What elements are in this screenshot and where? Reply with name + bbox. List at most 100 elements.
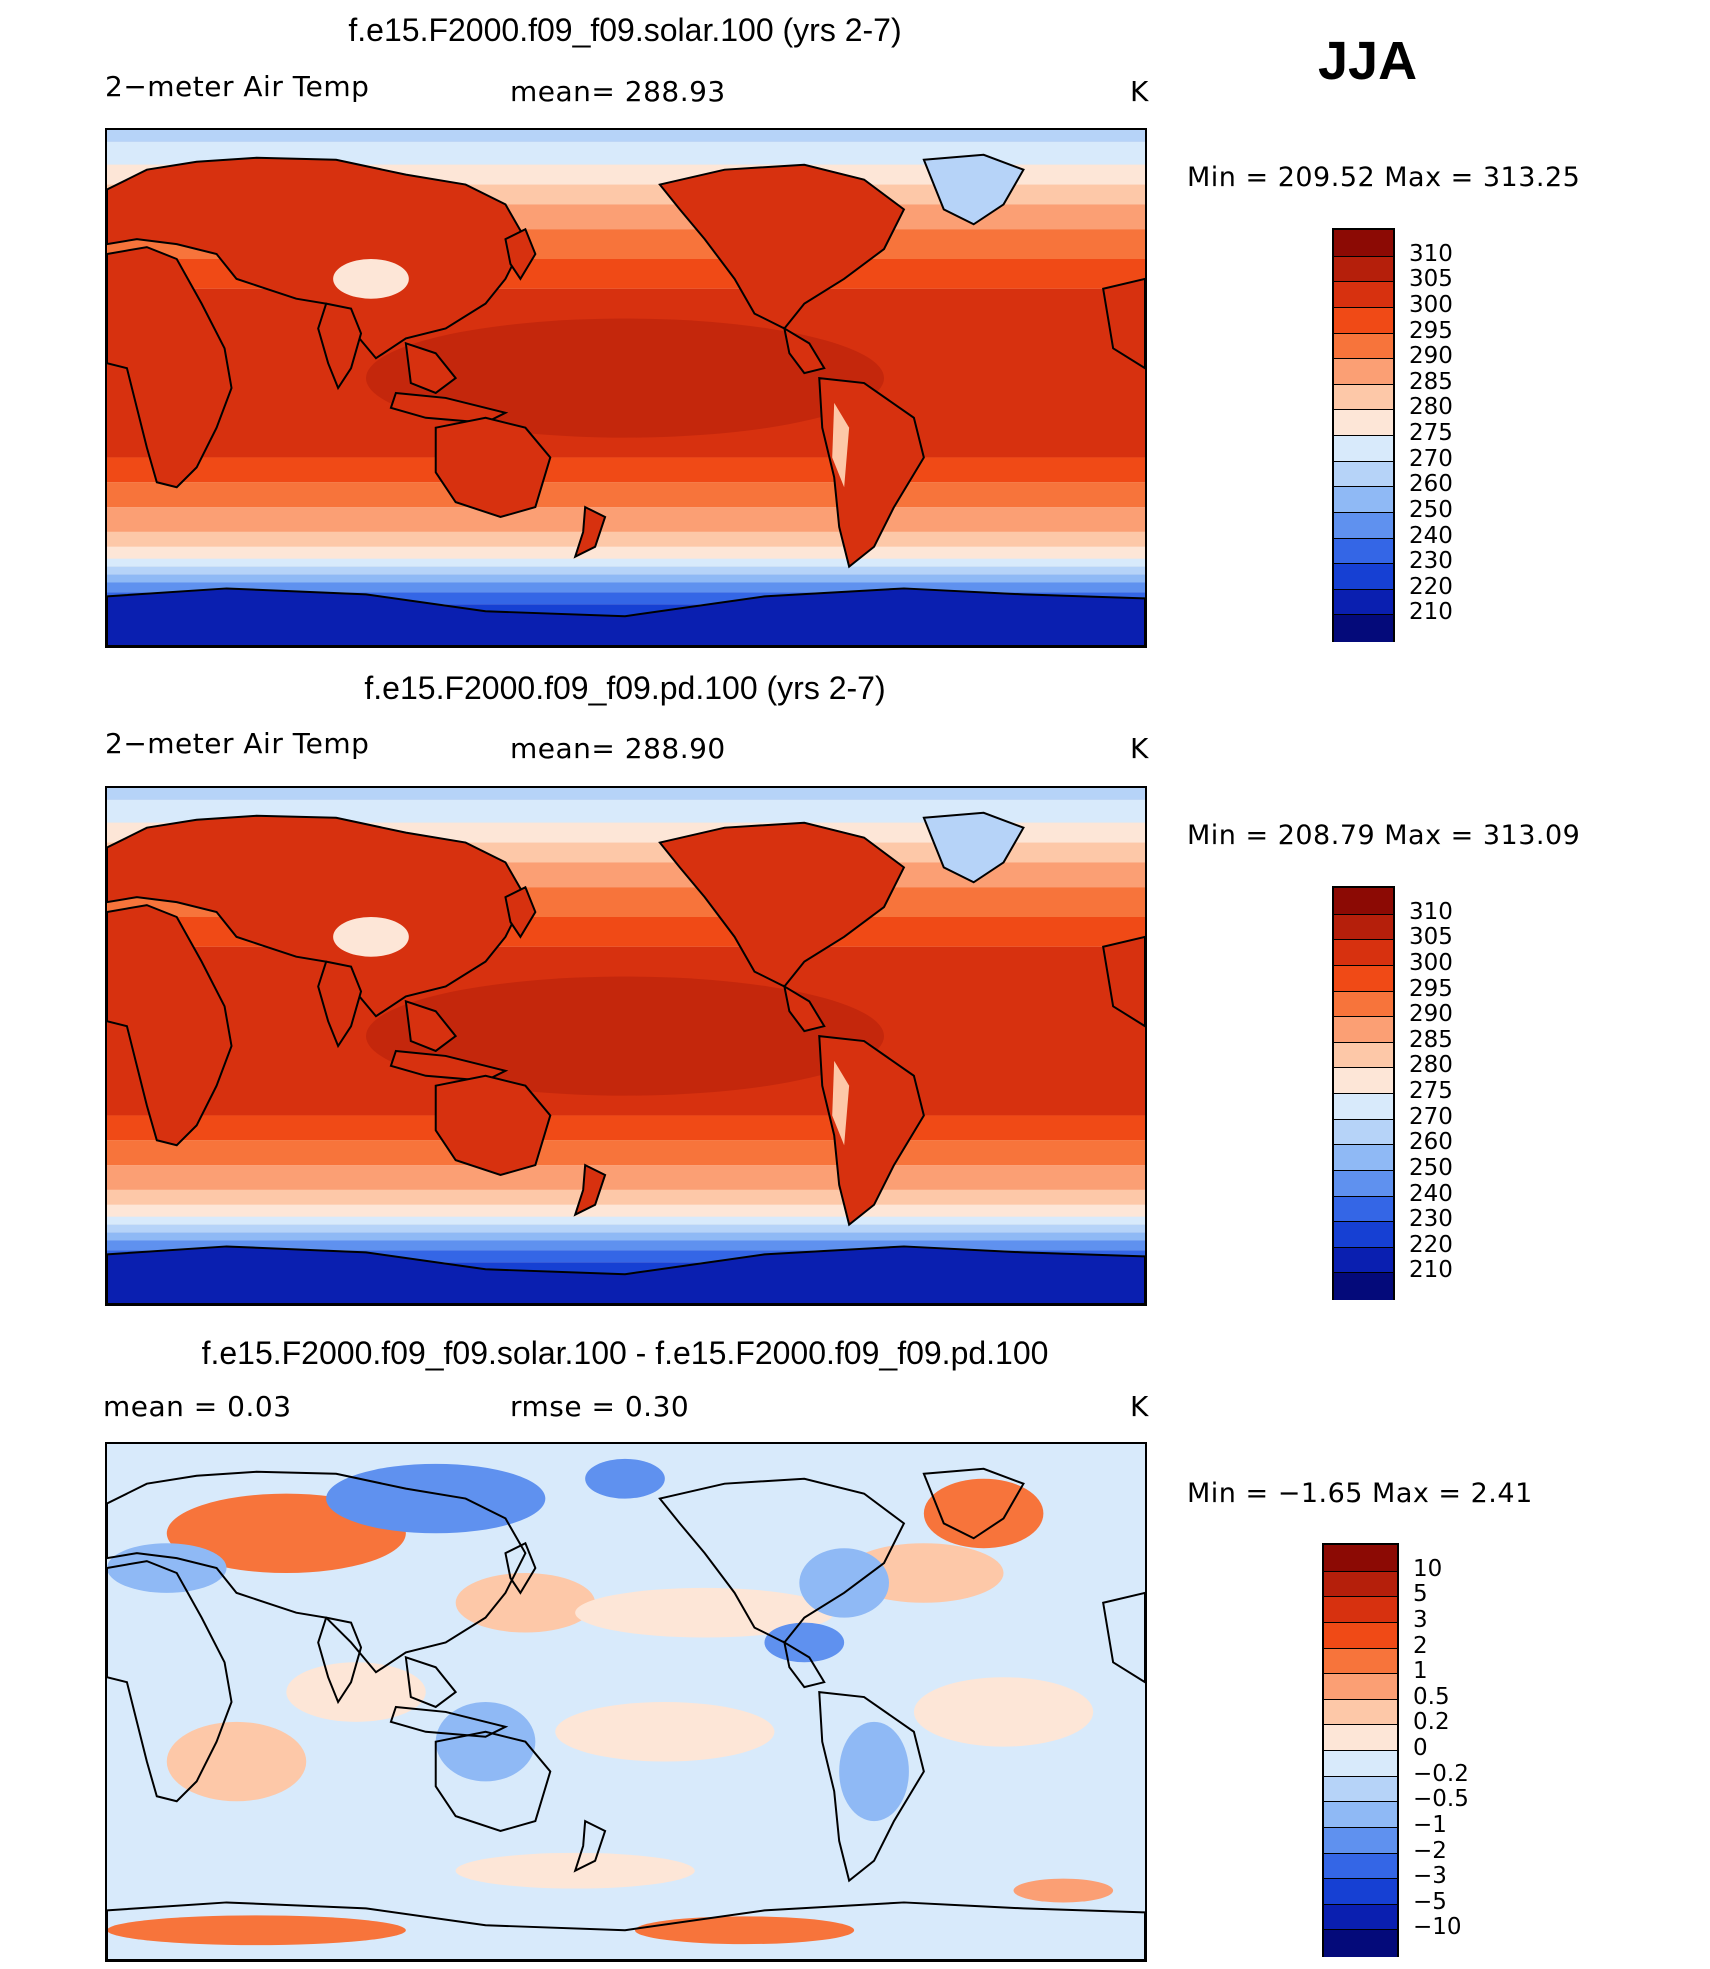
- colorbar-swatch: [1334, 1093, 1393, 1121]
- continent-se-asia: [404, 341, 458, 395]
- colorbar-swatch: [1324, 1647, 1397, 1675]
- continent-antarctica: [107, 587, 1145, 646]
- temperature-band: [107, 1165, 1145, 1190]
- map-svg: [107, 130, 1145, 646]
- colorbar-swatch: [1334, 358, 1393, 386]
- anomaly-region: [107, 1915, 406, 1946]
- colorbar-swatch: [1334, 486, 1393, 514]
- continent-antarctica: [107, 1245, 1145, 1304]
- temperature-band: [107, 788, 1145, 800]
- continent-indonesia: [389, 1705, 509, 1738]
- colorbar-tick-label: −1: [1413, 1811, 1447, 1838]
- colorbar-tick-label: 260: [1409, 1129, 1453, 1156]
- temperature-band: [107, 531, 1145, 547]
- colorbar-tick-label: 260: [1409, 471, 1453, 498]
- mean-label: mean= 288.93: [510, 75, 726, 108]
- colorbar-tick-label: 230: [1409, 1206, 1453, 1233]
- continent-europe-asia: [107, 156, 527, 360]
- colorbar-swatch: [1324, 1724, 1397, 1752]
- continent-japan: [504, 227, 537, 281]
- colorbar-tick-label: 220: [1409, 573, 1453, 600]
- colorbar-swatch: [1324, 1596, 1397, 1624]
- anomaly-region: [913, 1677, 1094, 1747]
- anomaly-region: [286, 1662, 426, 1722]
- anomaly-region: [555, 1702, 775, 1762]
- continent-africa-east: [1102, 935, 1145, 1028]
- colorbar-tick-label: 295: [1409, 975, 1453, 1002]
- colorbar-tick-label: 280: [1409, 394, 1453, 421]
- colorbar-swatch: [1324, 1621, 1397, 1649]
- colorbar-tick-label: 290: [1409, 343, 1453, 370]
- colorbar-tick-label: 5: [1413, 1581, 1428, 1608]
- colorbar-swatch: [1324, 1698, 1397, 1726]
- colorbar-swatch: [1334, 614, 1393, 642]
- colorbar-swatch: [1334, 332, 1393, 360]
- colorbar: [1332, 228, 1395, 642]
- colorbar-swatch: [1334, 1144, 1393, 1172]
- colorbar-tick-label: 0: [1413, 1735, 1428, 1761]
- colorbar-tick-label: −0.2: [1413, 1760, 1469, 1787]
- colorbar-swatch: [1324, 1878, 1397, 1906]
- colorbar-tick-label: −2: [1413, 1837, 1447, 1864]
- colorbar-tick-label: 250: [1409, 496, 1453, 523]
- colorbar-swatch: [1334, 1195, 1393, 1223]
- colorbar: [1322, 1543, 1399, 1957]
- colorbar-swatch: [1334, 1067, 1393, 1095]
- anomaly-region: [585, 1458, 665, 1499]
- min-max-label: Min = 208.79 Max = 313.09: [1187, 820, 1581, 851]
- continents: [107, 1467, 1145, 1960]
- colorbar-swatch: [1334, 1041, 1393, 1069]
- temperature-band: [107, 130, 1145, 142]
- anomaly-region: [839, 1721, 909, 1822]
- temperature-band: [107, 1216, 1145, 1225]
- colorbar-swatch: [1334, 306, 1393, 334]
- continent-new-zealand: [573, 1163, 607, 1217]
- continent-australia: [434, 1074, 552, 1177]
- temperature-map: [105, 128, 1147, 648]
- continent-greenland: [922, 153, 1025, 226]
- colorbar-swatch: [1324, 1903, 1397, 1931]
- colorbar-tick-label: 275: [1409, 1078, 1453, 1104]
- colorbar-tick-label: 285: [1409, 1026, 1453, 1053]
- continent-new-zealand: [573, 505, 607, 559]
- continent-greenland: [922, 811, 1025, 884]
- colorbar: [1332, 886, 1395, 1300]
- temperature-band: [107, 482, 1145, 508]
- continent-north-america: [658, 163, 906, 330]
- colorbar-swatch: [1334, 1016, 1393, 1044]
- colorbar-swatch: [1334, 939, 1393, 967]
- colorbar-swatch: [1334, 1118, 1393, 1146]
- colorbar-tick-label: −10: [1413, 1914, 1462, 1941]
- continent-australia: [434, 1730, 552, 1833]
- temperature-band: [107, 546, 1145, 559]
- continent-india: [317, 1616, 363, 1705]
- colorbar-swatch: [1334, 435, 1393, 463]
- colorbar-tick-label: −3: [1413, 1863, 1447, 1890]
- colorbar-swatch: [1324, 1570, 1397, 1598]
- colorbar-swatch: [1334, 1272, 1393, 1300]
- temperature-band: [107, 582, 1145, 593]
- colorbar-tick-label: 2: [1413, 1632, 1428, 1659]
- temperature-band: [107, 1240, 1145, 1251]
- colorbar-swatch: [1334, 255, 1393, 283]
- continent-se-asia: [404, 999, 458, 1053]
- tibet-plateau: [333, 259, 409, 299]
- temperature-band: [107, 1232, 1145, 1241]
- colorbar-swatch: [1334, 230, 1393, 257]
- colorbar-tick-label: 10: [1413, 1555, 1443, 1582]
- temperature-map: [105, 786, 1147, 1306]
- colorbar-tick-label: 310: [1409, 898, 1453, 925]
- anomaly-region: [166, 1721, 307, 1802]
- colorbar-swatch: [1324, 1852, 1397, 1880]
- anomaly-region: [634, 1916, 855, 1945]
- continent-africa: [107, 1560, 233, 1803]
- map-svg: [107, 788, 1145, 1304]
- colorbar-swatch: [1324, 1673, 1397, 1701]
- continent-se-asia: [404, 1655, 458, 1709]
- colorbar-tick-label: 310: [1409, 240, 1453, 267]
- colorbar-tick-label: 280: [1409, 1052, 1453, 1079]
- colorbar-swatch: [1334, 964, 1393, 992]
- continent-central-america: [782, 1640, 826, 1689]
- colorbar-swatch: [1324, 1826, 1397, 1854]
- continent-europe-asia: [107, 1470, 527, 1674]
